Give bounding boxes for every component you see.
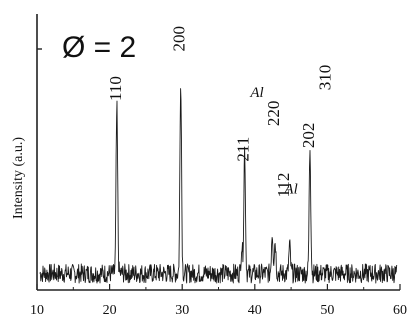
pattern-layer — [39, 88, 398, 284]
peak-index-label: 200 — [170, 26, 189, 52]
y-axis-label: Intensity (a.u.) — [11, 137, 26, 219]
xrd-pattern-line — [39, 88, 398, 284]
peak-index-label: 112 — [274, 173, 293, 198]
x-tick-label: 20 — [103, 303, 117, 318]
x-tick-label: 40 — [248, 303, 262, 318]
x-tick-label: 10 — [30, 303, 44, 318]
chart-title: Ø = 2 — [62, 31, 136, 64]
phase-annotation: Al — [283, 181, 297, 197]
peak-index-label: 110 — [106, 76, 125, 101]
peak-index-label: 202 — [299, 123, 318, 149]
peak-index-label: 220 — [264, 101, 283, 127]
x-tick-label: 50 — [320, 303, 334, 318]
phase-annotation: Al — [249, 85, 263, 101]
x-tick-label: 30 — [175, 303, 189, 318]
peak-index-label: 310 — [316, 65, 335, 91]
x-tick-layer: 10 20 30 40 50 60 — [30, 284, 407, 318]
peak-index-label: 211 — [234, 137, 253, 162]
x-tick-label: 60 — [393, 303, 407, 318]
